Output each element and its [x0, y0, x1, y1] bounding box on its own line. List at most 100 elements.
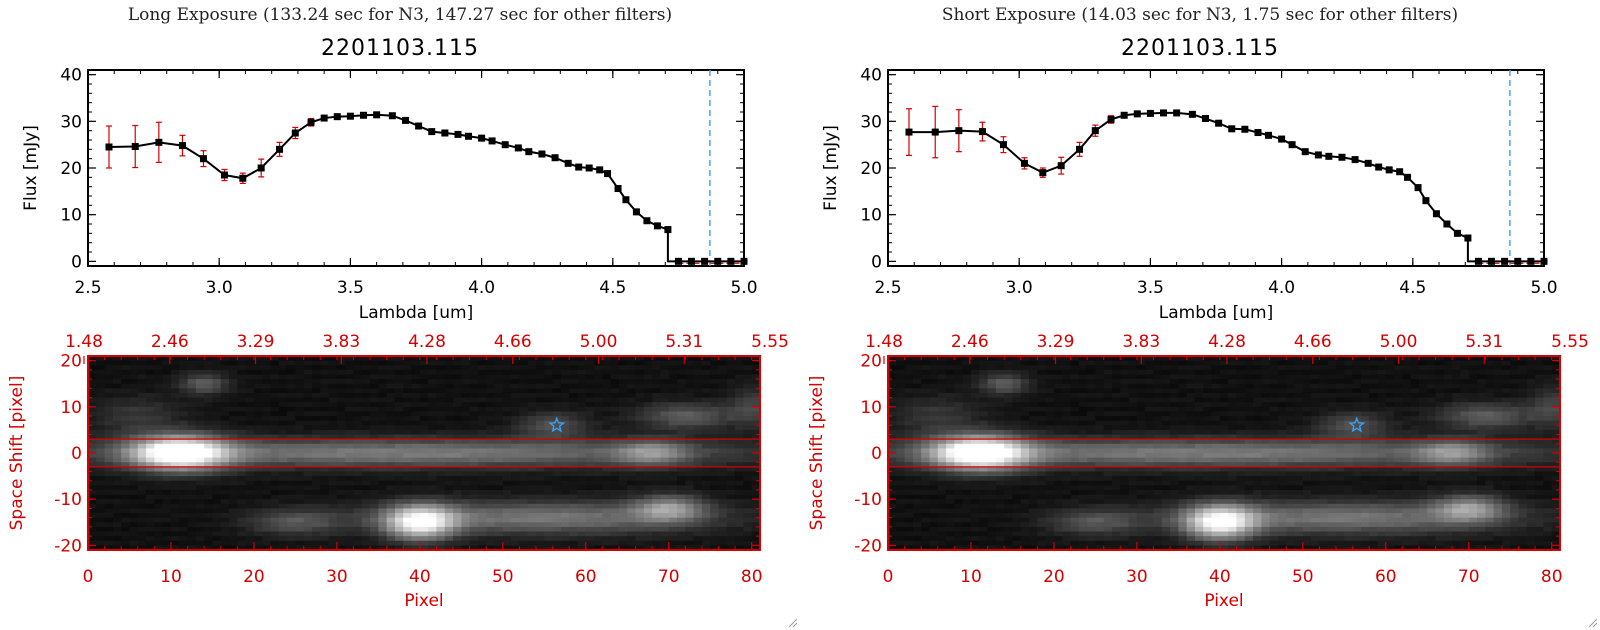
image-pixel [303, 388, 313, 394]
image-pixel [536, 471, 545, 477]
image-pixel [312, 536, 321, 542]
image-pixel [954, 443, 964, 449]
image-pixel [262, 503, 272, 510]
image-pixel [378, 522, 388, 528]
image-pixel [627, 379, 637, 385]
image-pixel [378, 517, 388, 523]
image-pixel [170, 365, 180, 371]
image-pixel [710, 453, 720, 459]
image-pixel [536, 365, 545, 371]
image-pixel [970, 356, 980, 362]
image-pixel [378, 526, 388, 533]
y-tick-label: 40 [860, 66, 882, 86]
image-pixel [469, 397, 479, 403]
image-pixel [602, 494, 612, 500]
data-point [1076, 145, 1084, 153]
image-pixel [278, 453, 288, 459]
image-pixel [104, 471, 114, 477]
image-pixel [88, 513, 97, 519]
image-pixel [245, 425, 255, 431]
image-pixel [312, 540, 321, 546]
image-pixel [295, 402, 305, 408]
image-pixel [912, 397, 922, 403]
image-pixel [912, 508, 922, 514]
image-pixel [652, 513, 662, 519]
image-pixel [162, 383, 172, 389]
image-pixel [179, 471, 189, 477]
image-pixel [585, 476, 595, 482]
image-pixel [245, 545, 255, 551]
image-pixel [104, 397, 114, 403]
image-pixel [995, 545, 1005, 551]
image-pixel [386, 462, 396, 468]
image-pixel [436, 517, 446, 523]
image-pixel [411, 411, 421, 417]
image-pixel [677, 406, 686, 413]
image-pixel [585, 420, 595, 426]
image-pixel [527, 448, 537, 454]
image-pixel [701, 425, 711, 431]
image-pixel [287, 439, 297, 445]
resize-grip-icon[interactable] [786, 616, 798, 628]
image-pixel [577, 485, 587, 491]
image-pixel [701, 499, 711, 505]
image-pixel [419, 365, 429, 371]
image-pixel [577, 503, 587, 510]
image-pixel [726, 503, 736, 510]
image-pixel [469, 466, 479, 473]
image-pixel [336, 383, 346, 389]
image-pixel [718, 383, 728, 389]
image-pixel [403, 443, 413, 449]
y-tick-label: 30 [860, 112, 882, 132]
image-pixel [96, 476, 106, 482]
image-pixel [444, 476, 454, 482]
image-pixel [552, 429, 562, 436]
image-pixel [112, 494, 122, 500]
image-pixel [394, 513, 404, 519]
image-pixel [378, 536, 388, 542]
image-pixel [96, 513, 106, 519]
image-pixel [237, 365, 247, 371]
image-pixel [921, 453, 931, 459]
image-pixel [170, 360, 180, 366]
y-tick-label: 0 [871, 252, 882, 272]
image-pixel [946, 369, 955, 376]
image-pixel [921, 388, 931, 394]
image-pixel [386, 476, 396, 482]
image-pixel [527, 439, 537, 445]
image-pixel [170, 411, 180, 417]
image-pixel [386, 439, 396, 445]
data-point [564, 159, 572, 167]
image-pixel [904, 485, 914, 491]
image-pixel [896, 540, 906, 546]
image-pixel [552, 388, 562, 394]
image-pixel [154, 411, 164, 417]
image-pixel [179, 406, 189, 413]
image-pixel [995, 494, 1005, 500]
image-pixel [278, 540, 288, 546]
image-pixel [88, 531, 97, 537]
image-pixel [469, 522, 479, 528]
image-pixel [229, 480, 238, 486]
image-pixel [502, 526, 512, 533]
image-pixel [444, 439, 454, 445]
image-pixel [560, 429, 570, 436]
image-pixel [328, 494, 338, 500]
image-pixel [469, 489, 479, 496]
image-pixel [1012, 503, 1022, 510]
image-pixel [987, 517, 997, 523]
image-pixel [444, 494, 454, 500]
image-pixel [1012, 517, 1022, 523]
image-pixel [104, 508, 114, 514]
image-pixel [1004, 494, 1014, 500]
image-pixel [929, 402, 939, 408]
image-pixel [1012, 374, 1022, 380]
image-pixel [328, 397, 338, 403]
image-pixel [154, 466, 164, 473]
image-pixel [888, 457, 897, 463]
image-pixel [527, 374, 537, 380]
image-pixel [937, 471, 947, 477]
image-pixel [361, 522, 371, 528]
image-pixel [946, 411, 955, 417]
image-pixel [660, 526, 670, 533]
